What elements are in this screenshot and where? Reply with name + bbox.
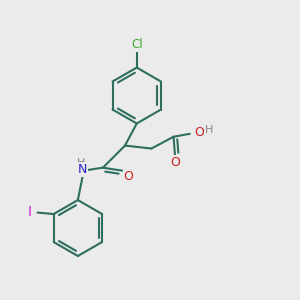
Text: I: I <box>28 205 31 219</box>
Text: O: O <box>194 126 204 140</box>
Text: O: O <box>170 156 180 169</box>
Text: H: H <box>77 158 86 168</box>
Text: Cl: Cl <box>131 38 142 51</box>
Text: H: H <box>205 125 213 135</box>
Text: O: O <box>124 170 134 183</box>
Text: N: N <box>78 163 87 176</box>
